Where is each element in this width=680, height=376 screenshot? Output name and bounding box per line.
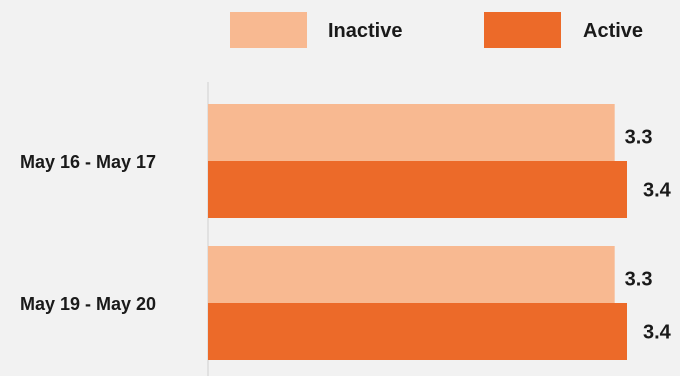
legend-label-inactive: Inactive — [328, 20, 402, 42]
legend-swatch-active — [484, 12, 561, 48]
data-label-inactive: 3.3 — [625, 269, 653, 291]
data-labels: 3.3 3.4 3.3 3.4 — [625, 127, 672, 344]
data-label-active: 3.4 — [643, 322, 672, 344]
data-label-inactive: 3.3 — [625, 127, 653, 149]
bars — [208, 104, 627, 360]
category-label: May 19 - May 20 — [20, 294, 156, 314]
category-label: May 16 - May 17 — [20, 152, 156, 172]
bar-inactive — [208, 246, 615, 303]
data-label-active: 3.4 — [643, 180, 672, 202]
category-labels: May 16 - May 17 May 19 - May 20 — [20, 152, 156, 314]
legend: Inactive Active — [230, 12, 643, 48]
bar-active — [208, 303, 627, 360]
legend-label-active: Active — [583, 20, 643, 42]
bar-inactive — [208, 104, 615, 161]
bar-active — [208, 161, 627, 218]
legend-swatch-inactive — [230, 12, 307, 48]
